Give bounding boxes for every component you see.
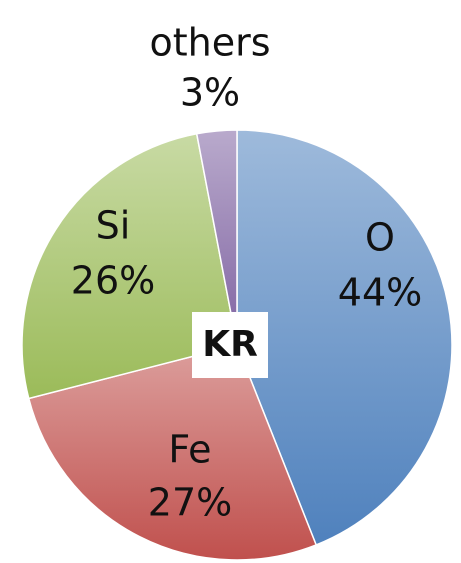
pie — [21, 129, 453, 561]
slice — [236, 129, 453, 546]
value-label: 26% — [71, 259, 155, 303]
slice — [21, 132, 238, 400]
category-label: Si — [96, 204, 131, 248]
category-label: O — [365, 216, 395, 260]
labels: O 44% Fe 27% Si 26% others 3% — [71, 21, 422, 525]
value-label: 27% — [148, 481, 232, 525]
value-label: 3% — [180, 71, 240, 115]
center-label: KR — [202, 324, 258, 365]
slice — [27, 344, 318, 561]
category-label: others — [149, 21, 270, 65]
category-label: Fe — [168, 428, 211, 472]
center-box — [192, 312, 268, 378]
value-label: 44% — [338, 271, 422, 315]
slice — [195, 129, 238, 346]
